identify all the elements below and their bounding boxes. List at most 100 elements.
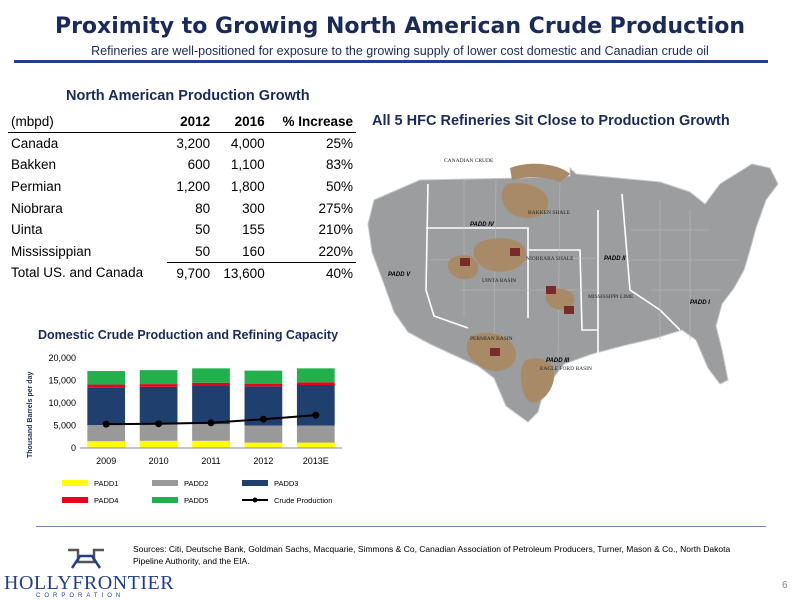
page-number: 6 [782, 580, 788, 591]
column-header: 2012 [167, 111, 214, 134]
map-label-padd4: PADD IV [470, 222, 495, 228]
legend-swatch [62, 497, 88, 503]
map-label-niobrara: NIOBRARA SHALE [526, 256, 574, 262]
column-header: % Increase [267, 111, 356, 134]
y-tick-label: 20,000 [48, 353, 76, 363]
table-row: Bakken 600 1,100 83% [8, 154, 356, 176]
table-cell: 4,000 [230, 136, 265, 152]
refinery-icon [460, 258, 470, 266]
legend-swatch [62, 480, 88, 486]
table-cell: 300 [242, 200, 265, 216]
refinery-icon [546, 286, 556, 294]
y-tick-label: 10,000 [48, 398, 76, 408]
table-row: Mississippian 50 160 220% [8, 241, 356, 263]
title-divider [14, 60, 768, 63]
column-header: 2016 [213, 111, 268, 134]
map-label-mississippi: MISSISSIPPI LIME [588, 294, 634, 300]
legend-swatch [242, 480, 268, 486]
table-cell: 1,100 [230, 157, 265, 173]
table-cell: Uinta [11, 222, 43, 238]
bar-segment-padd4 [244, 383, 283, 387]
bar-segment-padd3 [192, 385, 230, 425]
y-tick-label: 0 [71, 443, 76, 453]
bar-segment-padd1 [296, 442, 335, 448]
niobrara-shale-area [473, 238, 527, 272]
legend-label: PADD2 [184, 479, 208, 488]
chart-title: Domestic Crude Production and Refining C… [38, 328, 339, 342]
table-cell: 275% [318, 200, 353, 216]
table-cell: 13,600 [213, 261, 268, 284]
table-header-row: (mbpd) 2012 2016 % Increase [8, 111, 356, 134]
refinery-icons [460, 248, 574, 356]
chart-legend: PADD1 PADD2 PADD3 PADD4 PADD5 Crude Productio… [62, 479, 332, 505]
table-cell: Mississippian [11, 243, 92, 259]
x-tick-label: 2012 [253, 456, 273, 466]
table-title: North American Production Growth [66, 88, 310, 104]
crude-production-point [155, 420, 163, 428]
crude-production-point [207, 419, 215, 427]
map-label-padd2: PADD II [604, 256, 626, 262]
bakken-shale-area [501, 183, 549, 219]
refinery-icon [490, 348, 500, 356]
map-label-uinta: UINTA BASIN [482, 278, 516, 284]
page-title: Proximity to Growing North American Crud… [54, 14, 746, 39]
x-tick-label: 2013E [303, 456, 329, 466]
bar-segment-padd3 [139, 386, 178, 425]
us-map: CANADIAN CRUDE BAKKEN SHALE NIOBRARA SHA… [367, 158, 779, 423]
x-tick-label: 2011 [201, 456, 220, 466]
map-label-padd1: PADD I [690, 300, 710, 306]
bar-segment-padd1 [244, 442, 283, 448]
bar-segment-padd3 [87, 387, 126, 426]
page-subtitle: Refineries are well-positioned for expos… [91, 44, 709, 58]
capacity-chart: 0 5,000 10,000 15,000 20,000 2009 2010 2011 2012… [27, 353, 342, 505]
table-row: Permian 1,200 1,800 50% [8, 176, 356, 198]
legend-marker [252, 497, 258, 503]
table-cell: Canada [11, 136, 59, 152]
bar-segment-padd5 [244, 370, 283, 384]
crude-production-point [259, 415, 267, 423]
x-tick-label: 2009 [96, 456, 116, 466]
table-cell: 220% [318, 243, 353, 259]
crude-production-point [312, 411, 320, 419]
table-cell: 83% [325, 157, 353, 173]
legend-label: Crude Production [274, 496, 332, 505]
bar-segment-padd4 [192, 382, 230, 386]
table-total-row: Total US. and Canada 9,700 13,600 40% [8, 261, 356, 284]
bar-segment-padd5 [87, 371, 126, 385]
map-label-bakken: BAKKEN SHALE [528, 210, 571, 216]
bar-segment-padd1 [139, 440, 178, 448]
production-table: (mbpd) 2012 2016 % Increase Canada 3,200… [8, 111, 356, 284]
y-tick-label: 5,000 [53, 421, 76, 431]
table-cell: 160 [242, 243, 265, 259]
y-axis-label: Thousand Barrels per day [27, 372, 34, 458]
bar-segment-padd5 [192, 368, 230, 383]
logo-text: HOLLYFRONTIER [4, 572, 175, 594]
table-row: Niobrara 80 300 275% [8, 197, 356, 219]
bar-segment-padd5 [296, 368, 335, 383]
bar-segment-padd2 [139, 424, 178, 441]
bar-segment-padd4 [139, 384, 178, 387]
table-cell: 3,200 [176, 136, 211, 152]
bar-segment-padd2 [296, 425, 335, 443]
table-cell: 50 [195, 222, 211, 238]
sources-note: Sources: Citi, Deutsche Bank, Goldman Sa… [133, 544, 731, 566]
bar-segment-padd5 [139, 370, 178, 385]
x-tick-label: 2010 [149, 456, 169, 466]
table-cell: 50% [325, 179, 353, 195]
bar-segment-padd2 [87, 425, 126, 442]
column-header: (mbpd) [8, 111, 168, 134]
table-cell: 210% [318, 222, 353, 238]
uinta-basin-area [447, 255, 478, 280]
bar-segment-padd1 [87, 441, 126, 448]
legend-label: PADD3 [274, 479, 298, 488]
table-cell: 25% [325, 136, 353, 152]
map-label-canadian-crude: CANADIAN CRUDE [444, 158, 494, 164]
table-cell: 80 [195, 200, 211, 216]
map-label-padd3: PADD III [546, 358, 570, 364]
map-label-permian: PERMIAN BASIN [470, 336, 513, 342]
table-cell: Niobrara [11, 200, 63, 216]
map-label-padd5: PADD V [388, 272, 411, 278]
table-cell: 1,800 [230, 179, 265, 195]
bar-segment-padd2 [244, 425, 283, 443]
bar-segment-padd1 [192, 440, 230, 448]
